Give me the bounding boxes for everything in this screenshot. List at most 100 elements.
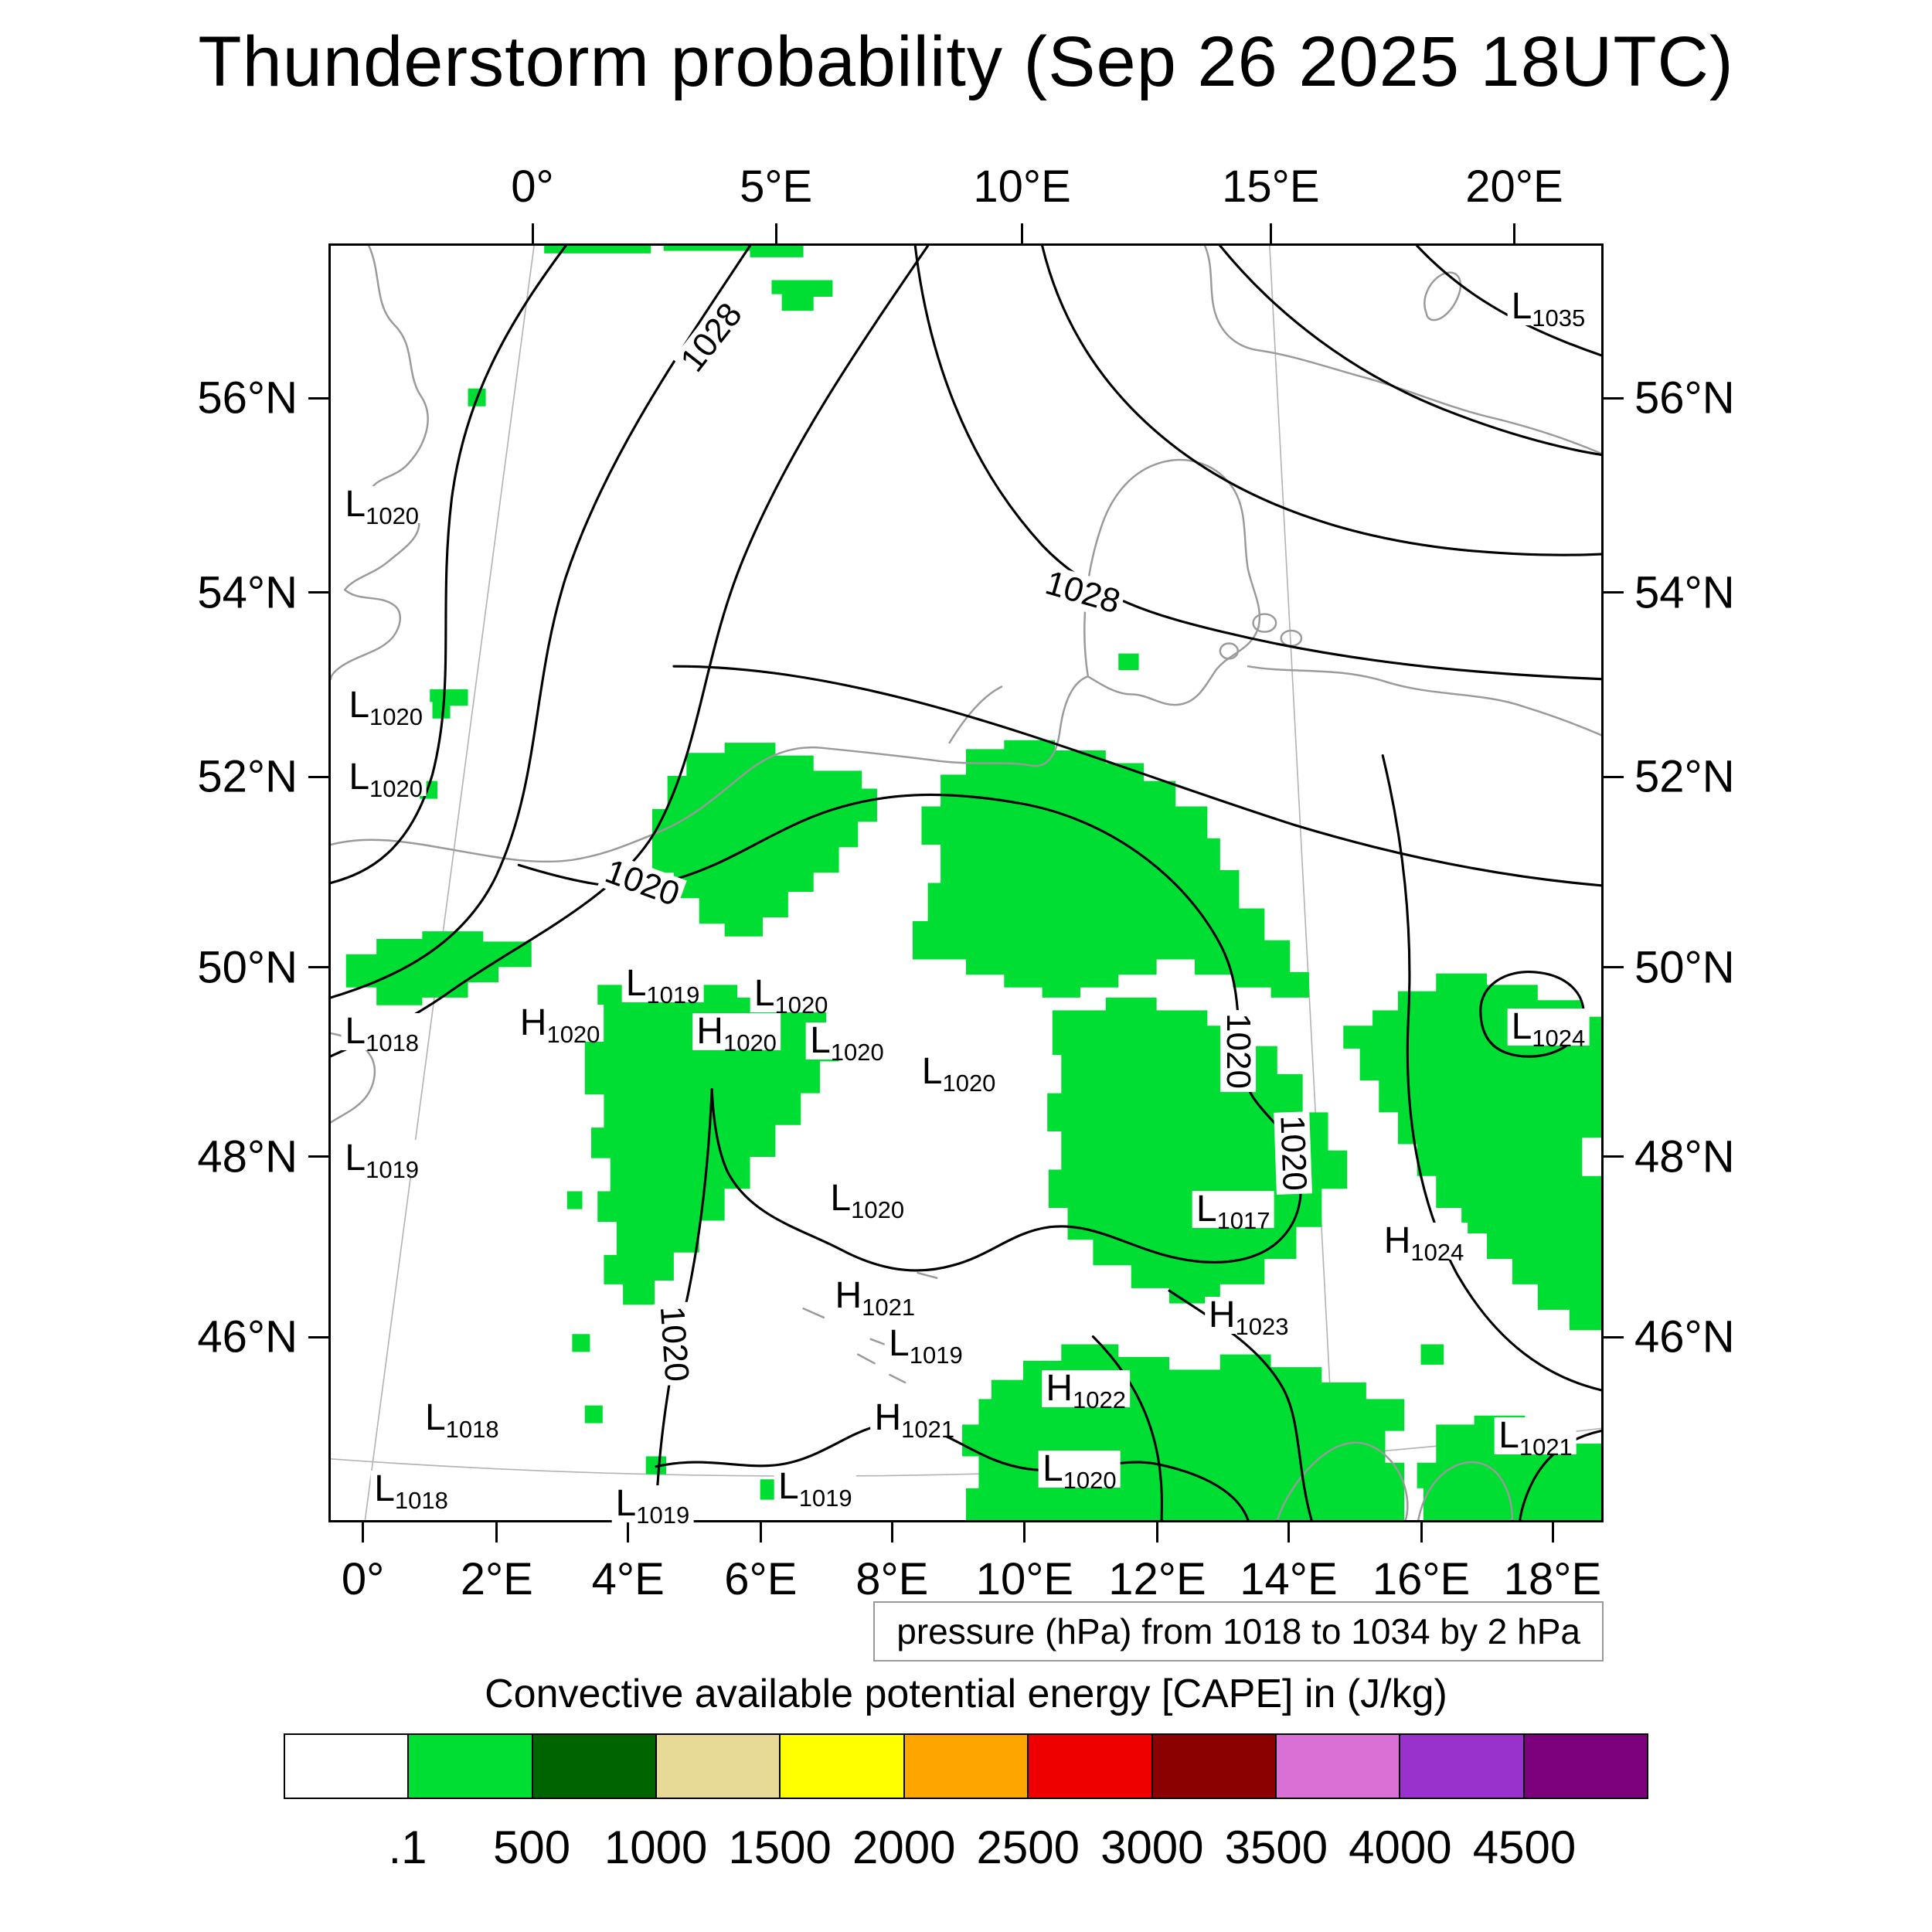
coastline: [1276, 1441, 1409, 1520]
cape-shaded-region: [566, 1191, 583, 1209]
longitude-label-top: 15°E: [1222, 162, 1320, 212]
colorbar-tick-label: 4500: [1472, 1821, 1577, 1873]
colorbar-segment: [285, 1735, 410, 1798]
coastline: [1247, 665, 1601, 736]
pressure-value: 1020: [774, 991, 828, 1019]
axis-tick: [1513, 223, 1515, 243]
colorbar-tick-label: 3000: [1100, 1821, 1204, 1873]
pressure-value: 1024: [1532, 1024, 1586, 1052]
longitude-label-bottom: 6°E: [724, 1554, 798, 1604]
pressure-center-H1024: H1024: [1379, 1222, 1468, 1264]
chart-title: Thunderstorm probability (Sep 26 2025 18…: [198, 22, 1734, 101]
axis-tick: [1420, 1522, 1423, 1543]
longitude-label-bottom: 8°E: [855, 1554, 929, 1604]
pressure-range-caption: pressure (hPa) from 1018 to 1034 by 2 hP…: [873, 1601, 1604, 1662]
cape-shaded-region: [584, 1405, 603, 1423]
pressure-center-H1021: H1021: [870, 1400, 959, 1441]
colorbar-tick-label: 4000: [1349, 1821, 1452, 1873]
cape-shaded-region: [345, 931, 532, 1005]
isobar-contour: [331, 246, 752, 999]
coastline: [331, 675, 1090, 863]
colorbar-segment: [1276, 1735, 1401, 1798]
pressure-value: 1019: [646, 981, 700, 1009]
coastline: [917, 1271, 938, 1279]
isobar-contour: [1041, 246, 1601, 556]
isobar-contour: [1091, 1335, 1163, 1520]
colorbar-segment: [1152, 1735, 1277, 1798]
colorbar-segment: [1524, 1735, 1647, 1798]
longitude-label-top: 5°E: [740, 162, 813, 212]
longitude-label-top: 20°E: [1465, 162, 1563, 212]
pressure-value: 1024: [1410, 1238, 1464, 1266]
axis-tick: [890, 1522, 893, 1543]
colorbar-tick-label: 1500: [728, 1821, 832, 1873]
longitude-label-bottom: 2°E: [460, 1554, 533, 1604]
colorbar-segment: [657, 1735, 781, 1798]
latitude-label-right: 54°N: [1634, 567, 1735, 618]
axis-tick: [759, 1522, 762, 1543]
cape-shaded-region: [663, 246, 804, 257]
cape-shaded-region: [1420, 1344, 1444, 1365]
pressure-value: 1020: [1063, 1467, 1117, 1495]
pressure-letter: L: [374, 1468, 395, 1510]
coastline: [802, 1308, 825, 1319]
cape-shaded-region: [572, 1334, 590, 1352]
pressure-letter: L: [830, 1178, 852, 1219]
axis-tick: [531, 223, 534, 243]
pressure-value: 1020: [942, 1069, 996, 1097]
coastline: [948, 685, 1003, 744]
latitude-label-left: 48°N: [197, 1131, 298, 1182]
pressure-letter: L: [1511, 1005, 1532, 1047]
isobar-contour: [913, 246, 1601, 681]
pressure-value: 1018: [366, 1029, 420, 1057]
pressure-center-L1018: L1018: [420, 1400, 503, 1441]
colorbar-segment: [904, 1735, 1029, 1798]
pressure-letter: H: [1208, 1294, 1236, 1335]
pressure-center-L1019: L1019: [341, 1139, 423, 1182]
pressure-letter: L: [615, 1482, 637, 1524]
colorbar: [284, 1733, 1648, 1799]
longitude-label-bottom: 4°E: [591, 1554, 665, 1604]
axis-tick: [495, 1522, 498, 1543]
axis-tick: [1269, 223, 1272, 243]
axis-tick: [1604, 396, 1624, 400]
axis-tick: [1021, 223, 1024, 243]
pressure-center-H1020: H1020: [515, 1004, 604, 1046]
pressure-value: 1020: [369, 774, 423, 802]
latitude-label-right: 52°N: [1634, 751, 1735, 802]
pressure-center-L1024: L1024: [1507, 1005, 1590, 1050]
pressure-letter: L: [1498, 1415, 1519, 1457]
colorbar-segment: [532, 1735, 658, 1798]
pressure-value: 1020: [369, 703, 423, 731]
pressure-value: 1020: [366, 502, 420, 529]
pressure-center-L1020: L1020: [345, 687, 427, 729]
pressure-center-H1021: H1021: [831, 1274, 920, 1319]
axis-tick: [1287, 1522, 1290, 1543]
longitude-label-bottom: 18°E: [1503, 1554, 1602, 1604]
latitude-label-right: 48°N: [1634, 1131, 1735, 1182]
pressure-value: 1020: [723, 1029, 777, 1057]
pressure-center-L1019: L1019: [885, 1325, 967, 1367]
isobar-label: 1020: [1273, 1111, 1313, 1195]
pressure-letter: L: [1511, 286, 1532, 328]
pressure-value: 1018: [445, 1416, 499, 1444]
pressure-center-L1020: L1020: [341, 485, 423, 528]
axis-tick: [308, 396, 328, 400]
pressure-letter: H: [835, 1274, 862, 1316]
cape-shaded-region: [544, 246, 651, 253]
pressure-center-L1020: L1020: [750, 975, 832, 1017]
pressure-center-L1020: L1020: [806, 1022, 888, 1064]
cape-shaded-region: [430, 689, 468, 719]
pressure-letter: L: [1042, 1448, 1063, 1490]
colorbar-title: Convective available potential energy [C…: [485, 1672, 1447, 1716]
axis-tick: [308, 591, 328, 594]
pressure-center-L1019: L1019: [774, 1468, 856, 1510]
latitude-label-left: 50°N: [197, 942, 298, 993]
axis-tick: [1604, 1155, 1624, 1158]
isobar-label: 1028: [672, 294, 751, 381]
isobar-contour: [1519, 1430, 1601, 1520]
cape-shaded-region: [568, 973, 839, 1305]
graticule-line: [331, 1427, 1601, 1477]
isobar-label: 1028: [1038, 563, 1128, 621]
